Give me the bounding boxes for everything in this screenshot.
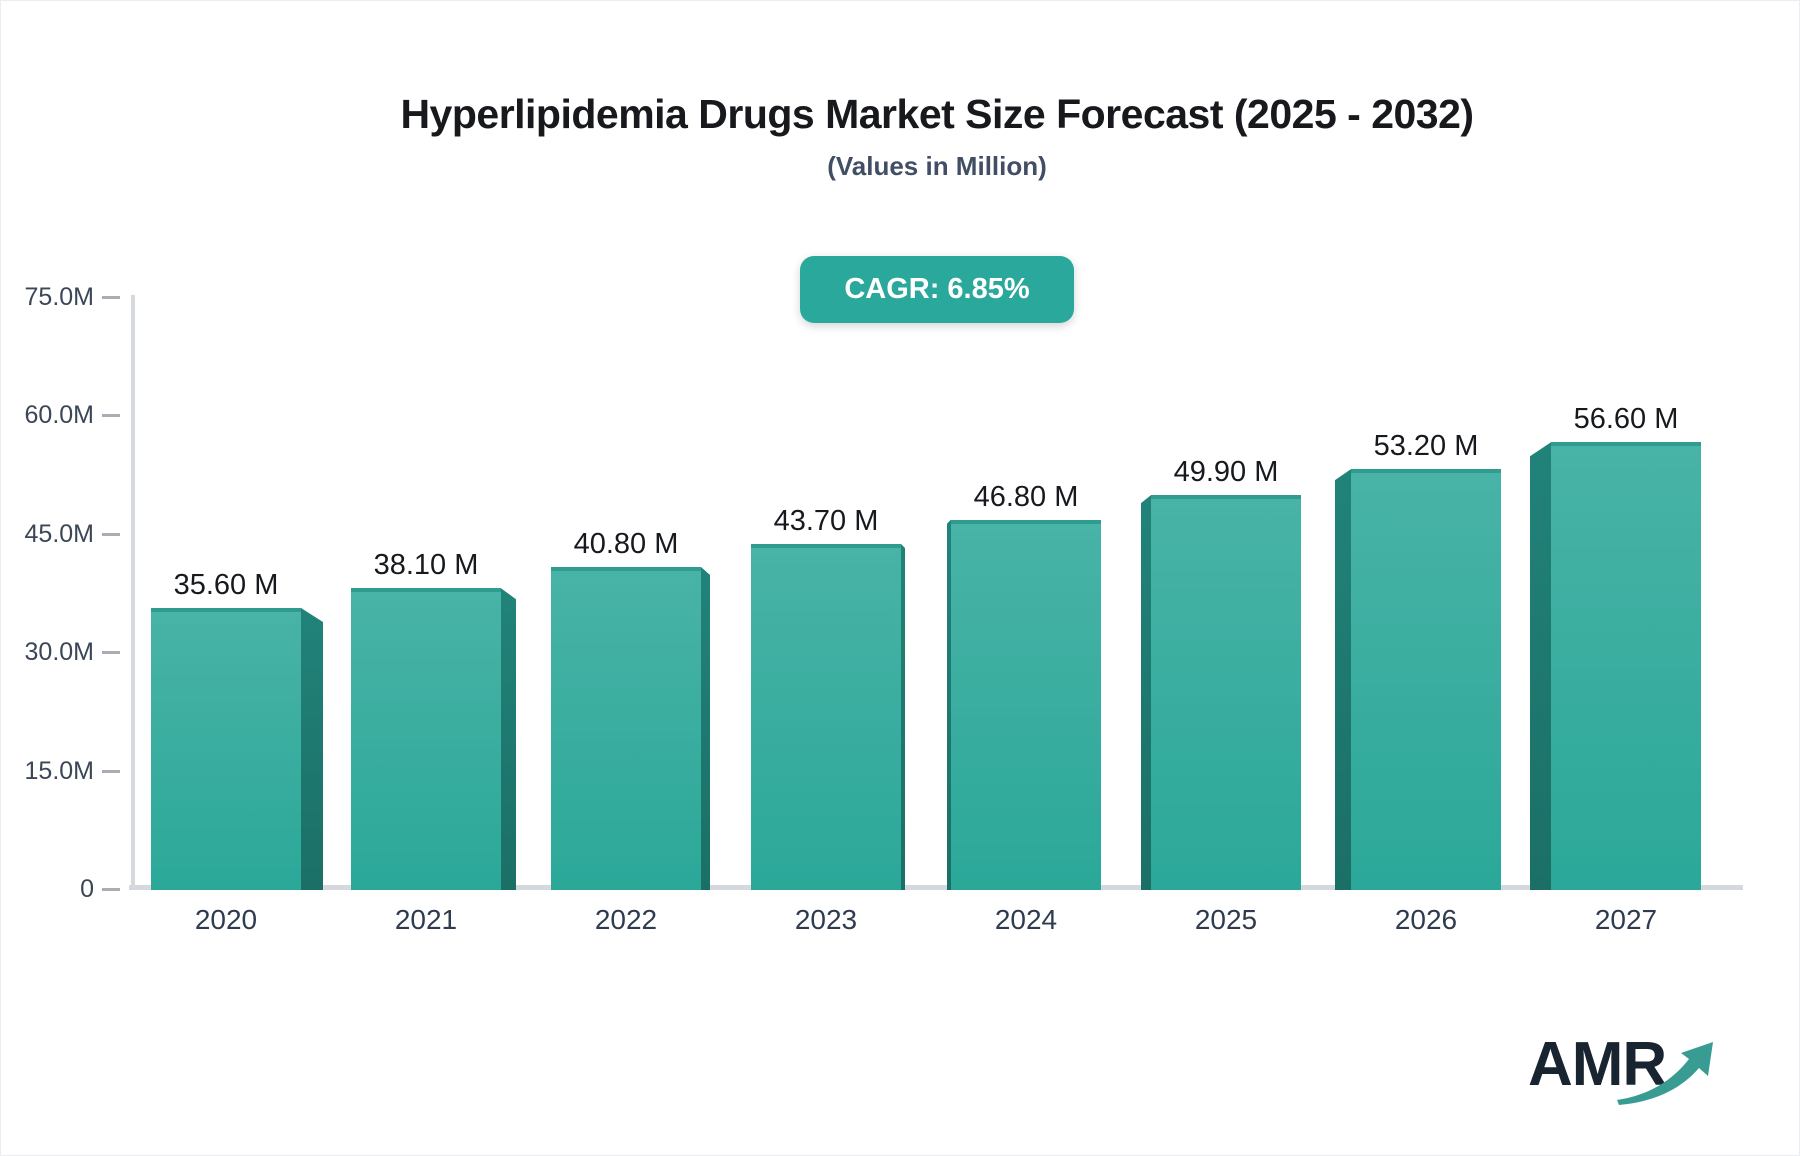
x-tick-label: 2024 [994, 904, 1058, 935]
y-tick-mark [102, 651, 120, 655]
bar-3d-side [947, 519, 951, 890]
x-tick-label: 2023 [794, 904, 858, 935]
y-tick-label: 0 [80, 875, 94, 903]
cagr-badge-row: CAGR: 6.85% [131, 256, 1743, 323]
trend-up-arrow-icon [1617, 1042, 1713, 1105]
y-tick-label: 45.0M [24, 519, 94, 548]
bar [151, 607, 301, 890]
y-tick-mark [102, 532, 120, 536]
amr-logo: AMR [1528, 1029, 1738, 1129]
bar [1551, 442, 1701, 890]
bar-3d-side [901, 544, 905, 890]
bar-3d-side [1335, 469, 1351, 890]
y-tick-label: 30.0M [24, 638, 94, 667]
bar [1351, 469, 1501, 890]
bar-value-label: 49.90 M [1173, 456, 1279, 489]
amr-logo-text: AMR [1528, 1030, 1667, 1099]
bar [951, 519, 1101, 890]
y-tick-label: 15.0M [24, 756, 94, 785]
bar [751, 544, 901, 890]
bar-value-label: 46.80 M [973, 480, 1079, 513]
bar-value-label: 38.10 M [373, 549, 479, 582]
cagr-badge: CAGR: 6.85% [800, 256, 1074, 323]
chart-subtitle: (Values in Million) [827, 151, 1047, 181]
bar [1151, 495, 1301, 890]
y-axis-line [131, 295, 135, 889]
chart-title: Hyperlipidemia Drugs Market Size Forecas… [400, 91, 1474, 137]
y-tick-mark [102, 296, 120, 299]
bar-value-label: 43.70 M [773, 505, 879, 538]
bar-value-label: 35.60 M [173, 568, 279, 601]
x-tick-label: 2021 [394, 904, 458, 935]
bar-3d-side [1530, 442, 1551, 890]
y-tick-mark [102, 414, 120, 418]
bar-3d-side [1141, 495, 1151, 890]
bar-value-label: 53.20 M [1373, 430, 1479, 463]
bar-3d-side [301, 607, 323, 890]
y-tick-mark [102, 888, 120, 891]
bar-value-label: 56.60 M [1573, 403, 1679, 436]
y-tick-mark [102, 769, 120, 773]
bar-value-label: 40.80 M [573, 527, 679, 560]
x-tick-label: 2022 [594, 904, 658, 935]
x-axis-baseline [129, 885, 1743, 890]
bar-3d-side [501, 588, 516, 890]
y-tick-label: 75.0M [24, 283, 94, 311]
x-tick-label: 2025 [1194, 904, 1258, 935]
bar-3d-side [701, 566, 710, 890]
bar [351, 588, 501, 890]
x-tick-label: 2020 [194, 904, 258, 935]
bar [551, 566, 701, 890]
x-tick-label: 2026 [1394, 904, 1458, 935]
x-tick-label: 2027 [1594, 904, 1658, 935]
y-tick-label: 60.0M [24, 401, 94, 430]
